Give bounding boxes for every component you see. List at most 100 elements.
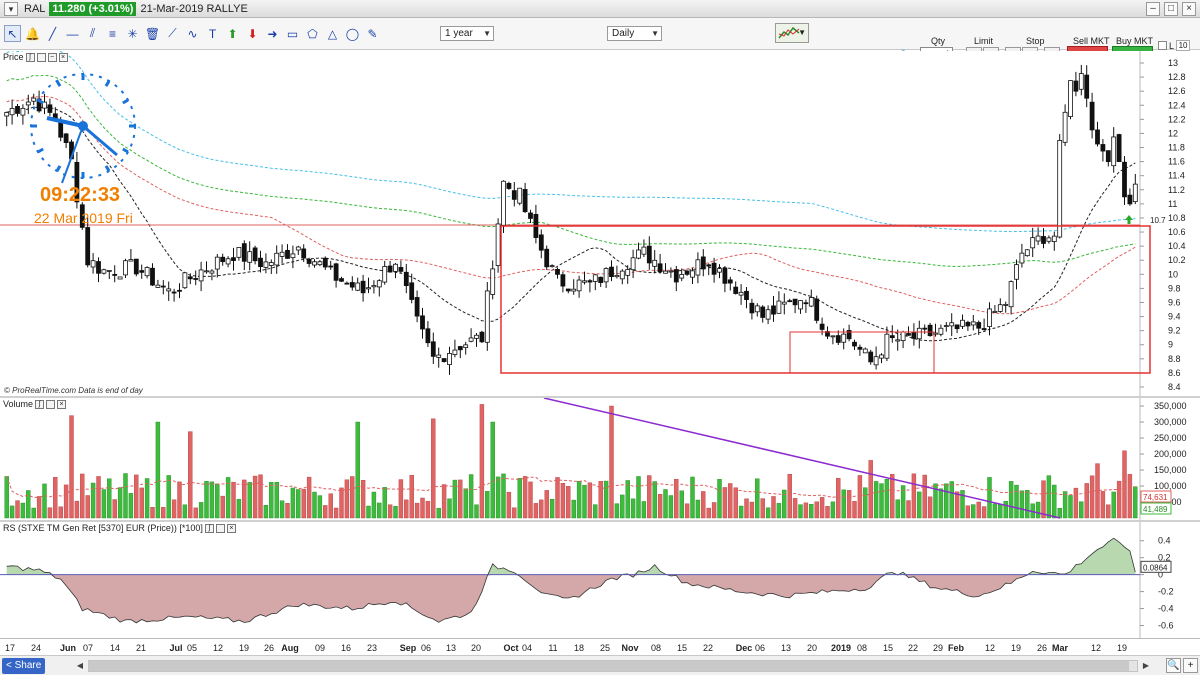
date-tick-label: 29 — [933, 643, 943, 653]
clock-widget[interactable]: 09:22:33 22 Mar 2019 Fri — [30, 73, 136, 226]
horizontal-line-icon[interactable]: — — [66, 26, 79, 41]
menu-icon[interactable]: ▾ — [4, 2, 18, 16]
volume-bar-down — [803, 502, 809, 519]
candle-down — [96, 261, 101, 274]
panel-divider[interactable] — [0, 520, 1200, 522]
wrench-icon[interactable]: ʃ — [204, 523, 214, 533]
candle-down — [511, 190, 517, 200]
minus-icon[interactable]: − — [47, 52, 57, 62]
rs-chart[interactable]: 0.4 0.2 0 -0.2 -0.4 -0.6 0.0864 — [0, 522, 1200, 638]
alert-bell-icon[interactable]: 🔔 — [25, 26, 40, 41]
chart-scrollbar[interactable] — [88, 660, 1138, 672]
indicators-button[interactable]: ▼ — [775, 23, 809, 43]
price-tick-label: 12.2 — [1168, 114, 1186, 124]
ma20-line — [6, 106, 1136, 342]
volume-bar-down — [771, 496, 776, 519]
scrollbar-thumb[interactable] — [89, 661, 1129, 671]
price-tick-label: 11.8 — [1168, 143, 1185, 153]
close-icon[interactable]: × — [1182, 2, 1196, 16]
price-chart[interactable]: 1312.812.612.412.21211.811.611.411.21110… — [0, 51, 1200, 397]
zoom-out-icon[interactable]: 🔍 — [1166, 658, 1181, 673]
trash-icon[interactable]: 🗑 — [144, 26, 161, 41]
base-box[interactable] — [789, 331, 935, 374]
volume-bar-up — [490, 421, 495, 519]
panel-divider[interactable] — [0, 396, 1200, 398]
date-tick-label: 06 — [421, 643, 431, 653]
channel-icon[interactable]: ⫽ — [89, 26, 96, 40]
candle-down — [193, 278, 199, 280]
zoom-in-icon[interactable]: + — [1183, 658, 1198, 673]
interval-select[interactable]: Daily ▼ — [607, 26, 662, 41]
price-panel-title: Price — [3, 52, 24, 62]
candle-up — [42, 101, 47, 109]
candle-down — [133, 258, 139, 275]
close-icon[interactable]: × — [58, 52, 68, 62]
close-icon[interactable]: × — [226, 523, 236, 533]
candle-down — [360, 280, 366, 294]
date-tick-label: 14 — [110, 643, 120, 653]
candle-up — [117, 276, 123, 280]
volume-bar-down — [954, 491, 960, 519]
close-icon[interactable]: × — [57, 399, 67, 409]
volume-tick-label: 250,000 — [1154, 433, 1187, 443]
window-icon[interactable] — [46, 399, 56, 409]
scroll-left-icon[interactable]: ◀ — [76, 661, 84, 670]
volume-bar-up — [377, 502, 382, 519]
scroll-right-icon[interactable]: ▶ — [1142, 661, 1150, 670]
window-icon[interactable] — [215, 523, 225, 533]
volume-bar-up — [679, 490, 684, 519]
clock-center — [78, 121, 88, 131]
trendline-icon[interactable]: ╱ — [48, 26, 57, 41]
volume-trendline[interactable] — [543, 398, 1061, 519]
volume-bar-down — [220, 495, 225, 519]
candle-down — [1041, 236, 1046, 244]
cursor-icon[interactable]: ↖ — [4, 25, 21, 42]
date-tick-label: 13 — [446, 643, 456, 653]
candle-up — [738, 291, 744, 296]
share-button[interactable]: < Share — [2, 658, 46, 674]
triangle-icon[interactable]: △ — [327, 26, 338, 41]
l-label: L — [1169, 40, 1175, 51]
candle-up — [263, 261, 269, 268]
volume-panel-header: Volume ʃ × — [3, 399, 67, 409]
volume-bar-down — [150, 507, 155, 519]
candle-up — [873, 356, 879, 366]
wrench-icon[interactable]: ʃ — [35, 399, 45, 409]
minimize-icon[interactable]: – — [1146, 2, 1160, 16]
up-arrow-icon[interactable]: ⬆ — [227, 26, 238, 41]
polygon-icon[interactable]: ⬠ — [307, 26, 318, 41]
volume-bar-up — [971, 504, 976, 519]
wrench-icon[interactable]: ʃ — [25, 52, 35, 62]
text-icon[interactable]: T — [208, 26, 217, 41]
pen-icon[interactable]: ✎ — [367, 26, 378, 41]
volume-bar-up — [269, 482, 274, 519]
l-value[interactable]: 10 — [1176, 40, 1191, 51]
candle-up — [366, 287, 371, 290]
rectangle-icon[interactable]: ▭ — [286, 26, 299, 41]
down-arrow-icon[interactable]: ⬇ — [247, 26, 258, 41]
volume-bar-up — [355, 421, 360, 519]
date-tick-label: 25 — [600, 643, 610, 653]
volume-tick-label: 350,000 — [1154, 401, 1187, 411]
candle-down — [252, 247, 258, 262]
volume-bar-down — [96, 476, 101, 519]
oscillator-icon[interactable]: ∿ — [187, 26, 198, 41]
ticker-symbol[interactable]: RAL — [24, 3, 46, 15]
rs-value-label: 0.0864 — [1143, 563, 1168, 572]
gann-icon[interactable]: ✳ — [127, 26, 138, 41]
ellipse-icon[interactable]: ◯ — [345, 26, 360, 41]
auto-trend-icon[interactable]: ⟋ — [168, 26, 177, 40]
window-icon[interactable] — [36, 52, 46, 62]
date-axis[interactable]: 17 24 Jun 07 14 21 Jul 05 12 19 26 Aug 09 16 23 Sep 06 13… — [0, 638, 1200, 654]
fibonacci-icon[interactable]: ≡ — [108, 26, 116, 41]
maximize-icon[interactable]: □ — [1164, 2, 1178, 16]
clock-time: 09:22:33 — [40, 184, 120, 206]
volume-bar-up — [636, 476, 641, 519]
period-select[interactable]: 1 year ▼ — [440, 26, 494, 41]
candle-up — [808, 297, 814, 307]
volume-bar-up — [1035, 501, 1041, 519]
right-arrow-icon[interactable]: ➜ — [267, 26, 278, 41]
volume-chart[interactable]: 350,000 300,000 250,000 200,000 150,000 100,0… — [0, 398, 1200, 520]
l-checkbox[interactable] — [1158, 41, 1167, 50]
